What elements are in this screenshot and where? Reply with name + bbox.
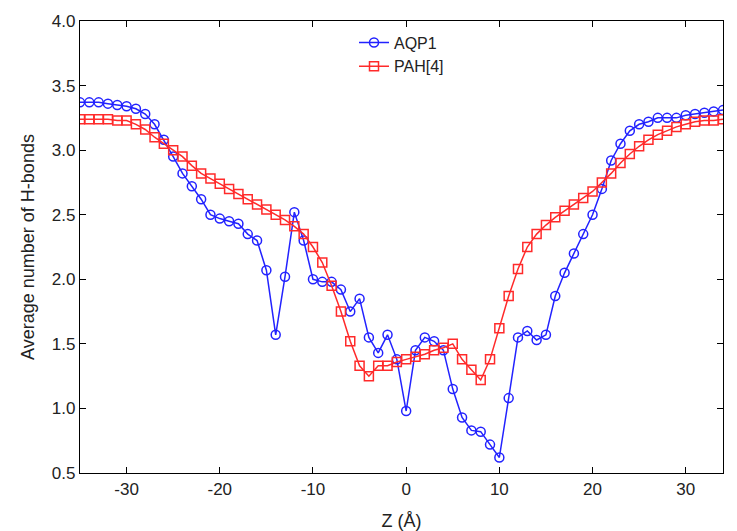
svg-text:-20: -20 bbox=[207, 480, 232, 499]
svg-text:4.0: 4.0 bbox=[52, 12, 76, 31]
svg-text:2.0: 2.0 bbox=[52, 270, 76, 289]
svg-text:1.0: 1.0 bbox=[52, 399, 76, 418]
svg-text:0.5: 0.5 bbox=[52, 464, 76, 483]
svg-text:20: 20 bbox=[583, 480, 602, 499]
svg-text:1.5: 1.5 bbox=[52, 335, 76, 354]
svg-text:3.0: 3.0 bbox=[52, 141, 76, 160]
svg-text:AQP1: AQP1 bbox=[394, 35, 437, 52]
svg-text:2.5: 2.5 bbox=[52, 206, 76, 225]
svg-text:Average number of H-bonds: Average number of H-bonds bbox=[18, 134, 38, 360]
svg-text:Z (Å): Z (Å) bbox=[382, 511, 422, 531]
svg-text:PAH[4]: PAH[4] bbox=[394, 58, 444, 75]
svg-text:-10: -10 bbox=[301, 480, 326, 499]
svg-text:30: 30 bbox=[676, 480, 695, 499]
svg-text:10: 10 bbox=[490, 480, 509, 499]
svg-text:-30: -30 bbox=[114, 480, 139, 499]
svg-text:3.5: 3.5 bbox=[52, 77, 76, 96]
svg-text:0: 0 bbox=[401, 480, 410, 499]
